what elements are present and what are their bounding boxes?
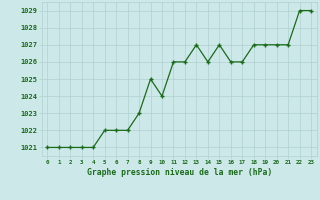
X-axis label: Graphe pression niveau de la mer (hPa): Graphe pression niveau de la mer (hPa) <box>87 168 272 177</box>
